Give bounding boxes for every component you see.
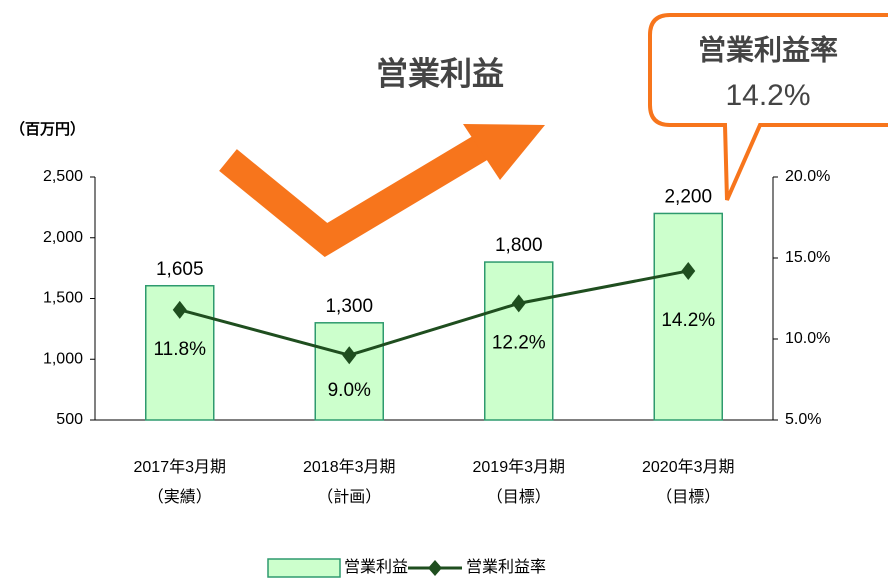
line-marker [681,261,696,280]
x-tick-label: （実績） [148,488,212,506]
callout-title: 営業利益率 [698,33,838,65]
y2-tick-label: 15.0% [785,249,830,266]
arrow-head [463,124,545,180]
line-value-label: 14.2% [661,310,715,331]
y-tick-label: 1,000 [43,350,83,367]
x-tick-label: 2019年3月期 [473,458,566,476]
legend-label: 営業利益率 [466,558,546,576]
bar-value-label: 2,200 [664,186,712,207]
line-value-label: 11.8% [154,339,207,360]
line-marker [172,300,187,319]
bar [484,261,554,421]
legend-swatch [267,558,341,578]
y-tick-label: 2,000 [43,229,83,246]
line-marker [342,346,357,365]
line-value-label: 12.2% [492,332,546,353]
line-marker [511,294,526,313]
bar [653,212,723,421]
x-tick-label: 2018年3月期 [303,458,396,476]
callout-value: 14.2% [725,79,810,112]
x-tick-label: （計画） [317,488,381,506]
bar [314,322,384,421]
x-tick-label: 2020年3月期 [642,458,735,476]
y-tick-label: 500 [56,411,83,428]
x-tick-label: 2017年3月期 [134,458,227,476]
y-axis-label: （百万円） [10,120,85,138]
y2-tick-label: 10.0% [785,330,830,347]
line [179,269,689,357]
legend-marker [428,560,442,576]
y2-tick-label: 5.0% [785,411,821,428]
y-tick-label: 2,500 [43,168,83,185]
line-value-label: 9.0% [328,380,371,401]
bar-value-label: 1,605 [156,259,204,280]
bar-value-label: 1,800 [495,235,543,256]
x-tick-label: （目標） [487,488,551,506]
trend-arrow [219,135,488,258]
legend-label: 営業利益 [344,558,408,576]
callout-box [648,13,888,201]
x-tick-label: （目標） [656,488,720,506]
annotation: 営業利益 [376,55,504,91]
y2-tick-label: 20.0% [785,168,830,185]
y-tick-label: 1,500 [43,290,83,307]
bar-value-label: 1,300 [325,296,373,317]
